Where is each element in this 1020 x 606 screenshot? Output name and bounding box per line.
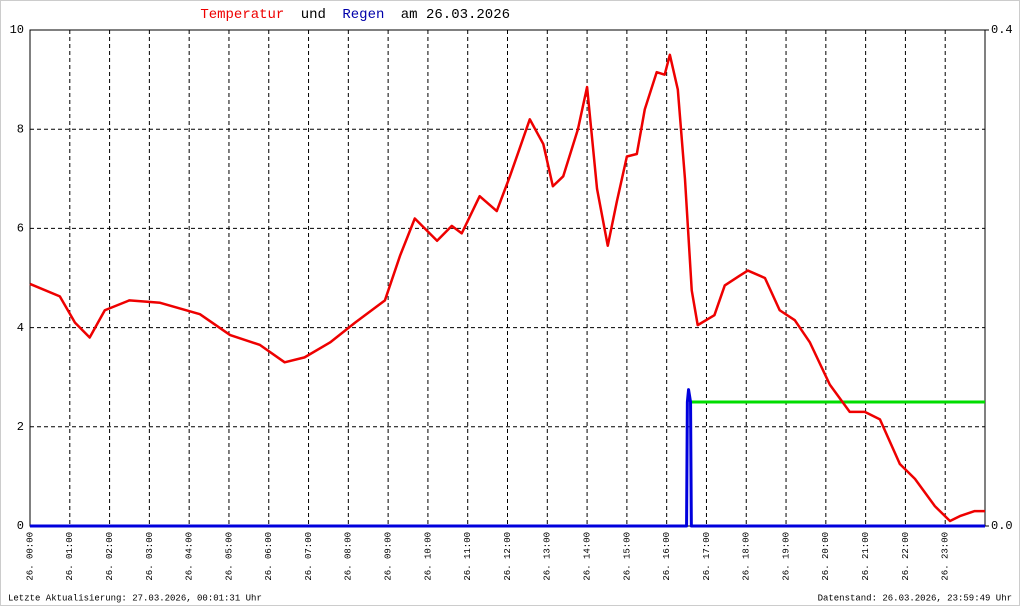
x-tick-label: 26. 20:00 (821, 532, 831, 581)
title-date: am 26.03.2026 (401, 7, 510, 23)
x-tick-label: 26. 11:00 (463, 532, 473, 581)
series-line (30, 388, 985, 528)
y-tick-label: 2 (17, 420, 24, 434)
x-tick-label: 26. 22:00 (901, 532, 911, 581)
x-tick-label: 26. 04:00 (185, 532, 195, 581)
x-tick-label: 26. 01:00 (65, 532, 75, 581)
chart-title: Temperatur und Regen am 26.03.2026 (200, 7, 510, 23)
footer-left: Letzte Aktualisierung: 27.03.2026, 00:01… (8, 593, 262, 603)
y-tick-label: 0 (17, 519, 24, 533)
x-tick-label: 26. 05:00 (224, 532, 234, 581)
x-tick-label: 26. 18:00 (742, 532, 752, 581)
y-tick-label: 10 (10, 23, 24, 37)
x-tick-label: 26. 02:00 (105, 532, 115, 581)
x-tick-label: 26. 09:00 (384, 532, 394, 581)
title-temperature: Temperatur (200, 7, 284, 23)
x-tick-label: 26. 17:00 (702, 532, 712, 581)
title-and: und (301, 7, 326, 23)
x-tick-label: 26. 23:00 (941, 532, 951, 581)
y2-tick-label: 0.0 (991, 519, 1013, 533)
y-tick-label: 6 (17, 222, 24, 236)
footer-right: Datenstand: 26.03.2026, 23:59:49 Uhr (818, 593, 1012, 603)
series-line (29, 53, 985, 523)
x-tick-label: 26. 06:00 (264, 532, 274, 581)
x-tick-label: 26. 12:00 (503, 532, 513, 581)
x-tick-label: 26. 19:00 (781, 532, 791, 581)
x-tick-label: 26. 08:00 (344, 532, 354, 581)
x-tick-label: 26. 07:00 (304, 532, 314, 581)
x-tick-label: 26. 10:00 (423, 532, 433, 581)
x-tick-label: 26. 03:00 (145, 532, 155, 581)
y-tick-label: 8 (17, 122, 24, 136)
y-tick-label: 4 (17, 321, 24, 335)
x-tick-label: 26. 13:00 (543, 532, 553, 581)
x-tick-label: 26. 14:00 (582, 532, 592, 581)
title-rain: Regen (342, 7, 384, 23)
y2-tick-label: 0.4 (991, 23, 1013, 37)
x-tick-label: 26. 21:00 (861, 532, 871, 581)
x-tick-label: 26. 16:00 (662, 532, 672, 581)
x-tick-label: 26. 00:00 (25, 532, 35, 581)
x-tick-label: 26. 15:00 (622, 532, 632, 581)
